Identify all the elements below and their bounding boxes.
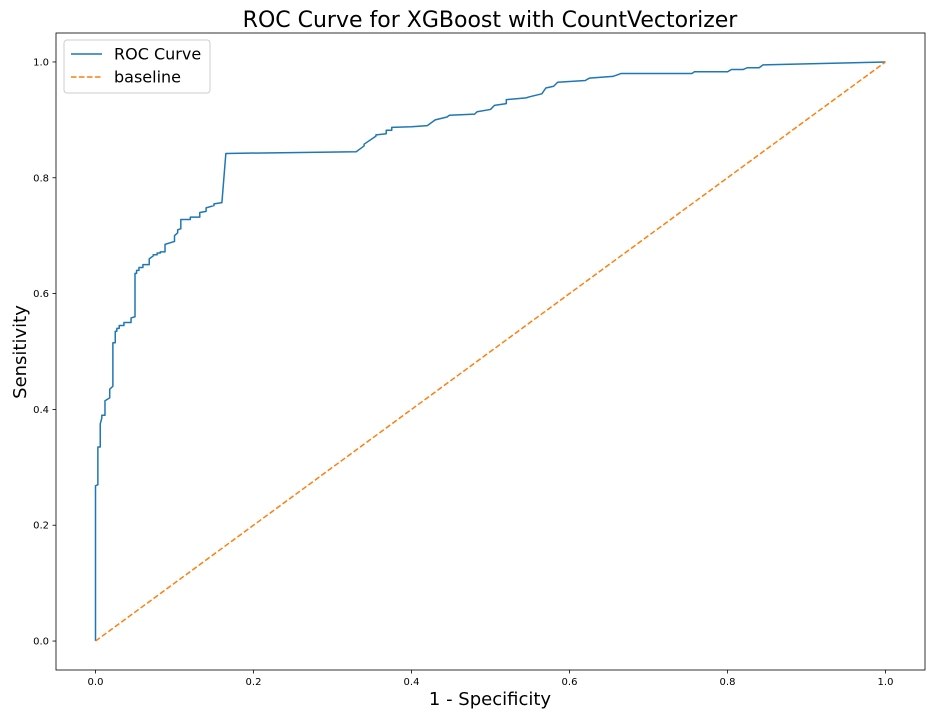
y-tick-label: 0.6: [33, 289, 49, 300]
y-tick-label: 0.2: [33, 521, 49, 532]
y-tick-label: 0.0: [33, 637, 49, 648]
y-tick-label: 0.4: [33, 405, 49, 416]
axes-frame: [55, 32, 926, 671]
x-tick-label: 0.6: [562, 677, 578, 688]
x-tick-label: 0.2: [246, 677, 262, 688]
legend-label: baseline: [114, 68, 181, 87]
x-tick-label: 0.0: [88, 677, 104, 688]
y-tick-label: 1.0: [33, 57, 49, 68]
x-axis-label: 1 - Specificity: [429, 689, 552, 710]
y-axis-label: Sensitivity: [10, 305, 31, 399]
chart-title: ROC Curve for XGBoost with CountVectoriz…: [243, 8, 739, 33]
series-line-roc-curve: [94, 61, 886, 642]
x-tick-label: 1.0: [878, 677, 894, 688]
x-tick-label: 0.4: [404, 677, 420, 688]
x-tick-label: 0.8: [720, 677, 736, 688]
y-tick-label: 0.8: [33, 173, 49, 184]
legend-label: ROC Curve: [114, 45, 201, 64]
plot-area: [94, 61, 886, 642]
axes: 0.0 0.2 0.4 0.6 0.8 1.0 0.0 0.2 0.4 0.6 0.8 1.0: [33, 32, 926, 688]
series-line-baseline: [95, 61, 886, 642]
legend: ROC Curve baseline: [63, 39, 211, 94]
